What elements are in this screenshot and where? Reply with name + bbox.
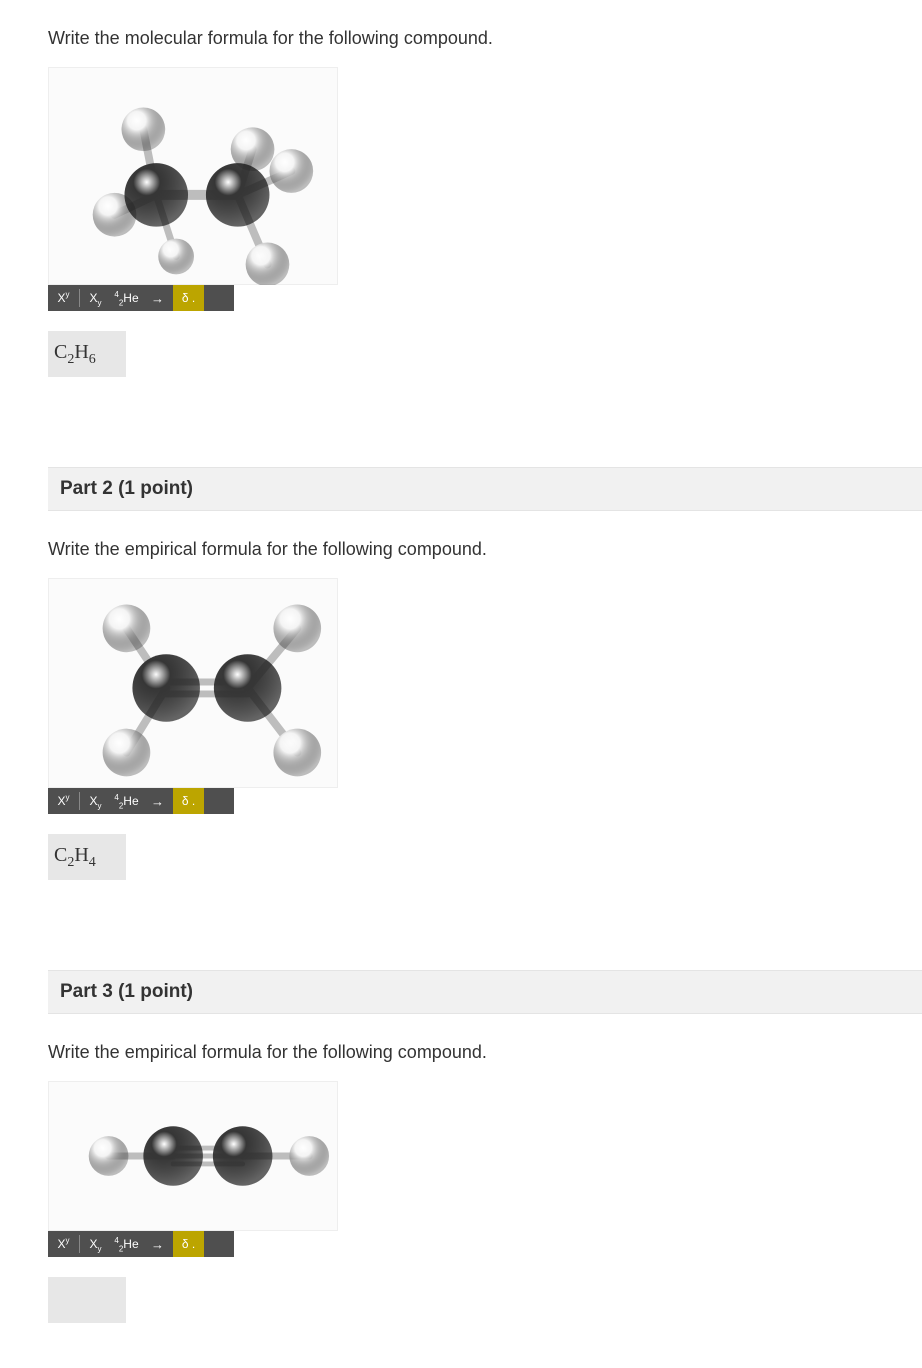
formula-toolbar: Xy Xy 42He → δ . <box>48 788 234 814</box>
superscript-button[interactable]: Xy <box>48 1231 79 1257</box>
molecule-canvas <box>48 1081 338 1231</box>
question-prompt: Write the empirical formula for the foll… <box>48 539 922 560</box>
molecule-figure <box>48 67 338 285</box>
arrow-icon: → <box>151 1237 164 1252</box>
formula-toolbar: Xy Xy 42He → δ . <box>48 285 234 311</box>
subscript-label: Xy <box>89 794 101 808</box>
delta-button[interactable]: δ . <box>173 788 204 814</box>
question-prompt: Write the empirical formula for the foll… <box>48 1042 922 1063</box>
answer-value: C2H4 <box>54 844 96 871</box>
isotope-label: 42He <box>114 1237 138 1251</box>
arrow-button[interactable]: → <box>142 788 173 814</box>
subscript-button[interactable]: Xy <box>80 788 111 814</box>
superscript-label: Xy <box>57 291 69 305</box>
answer-value: C2H6 <box>54 341 96 368</box>
isotope-label: 42He <box>114 794 138 808</box>
molecule-canvas <box>48 67 338 285</box>
answer-input[interactable]: C2H4 <box>48 834 126 880</box>
delta-label: δ . <box>182 1237 195 1251</box>
subscript-label: Xy <box>89 1237 101 1251</box>
isotope-button[interactable]: 42He <box>111 285 142 311</box>
part-header-text: Part 2 (1 point) <box>60 478 193 499</box>
arrow-icon: → <box>151 291 164 306</box>
arrow-button[interactable]: → <box>142 285 173 311</box>
isotope-button[interactable]: 42He <box>111 788 142 814</box>
delta-label: δ . <box>182 794 195 808</box>
subscript-label: Xy <box>89 291 101 305</box>
answer-input[interactable]: C2H6 <box>48 331 126 377</box>
arrow-button[interactable]: → <box>142 1231 173 1257</box>
part-header-text: Part 3 (1 point) <box>60 981 193 1002</box>
subscript-button[interactable]: Xy <box>80 1231 111 1257</box>
answer-input[interactable] <box>48 1277 126 1323</box>
molecule-figure <box>48 1081 338 1231</box>
arrow-icon: → <box>151 794 164 809</box>
isotope-button[interactable]: 42He <box>111 1231 142 1257</box>
formula-toolbar: Xy Xy 42He → δ . <box>48 1231 234 1257</box>
part-header: Part 3 (1 point) <box>48 970 922 1014</box>
delta-label: δ . <box>182 291 195 305</box>
superscript-button[interactable]: Xy <box>48 285 79 311</box>
superscript-label: Xy <box>57 794 69 808</box>
isotope-label: 42He <box>114 291 138 305</box>
delta-button[interactable]: δ . <box>173 285 204 311</box>
delta-button[interactable]: δ . <box>173 1231 204 1257</box>
molecule-canvas <box>48 578 338 788</box>
part-header: Part 2 (1 point) <box>48 467 922 511</box>
superscript-label: Xy <box>57 1237 69 1251</box>
subscript-button[interactable]: Xy <box>80 285 111 311</box>
molecule-figure <box>48 578 338 788</box>
superscript-button[interactable]: Xy <box>48 788 79 814</box>
question-prompt: Write the molecular formula for the foll… <box>48 28 922 49</box>
